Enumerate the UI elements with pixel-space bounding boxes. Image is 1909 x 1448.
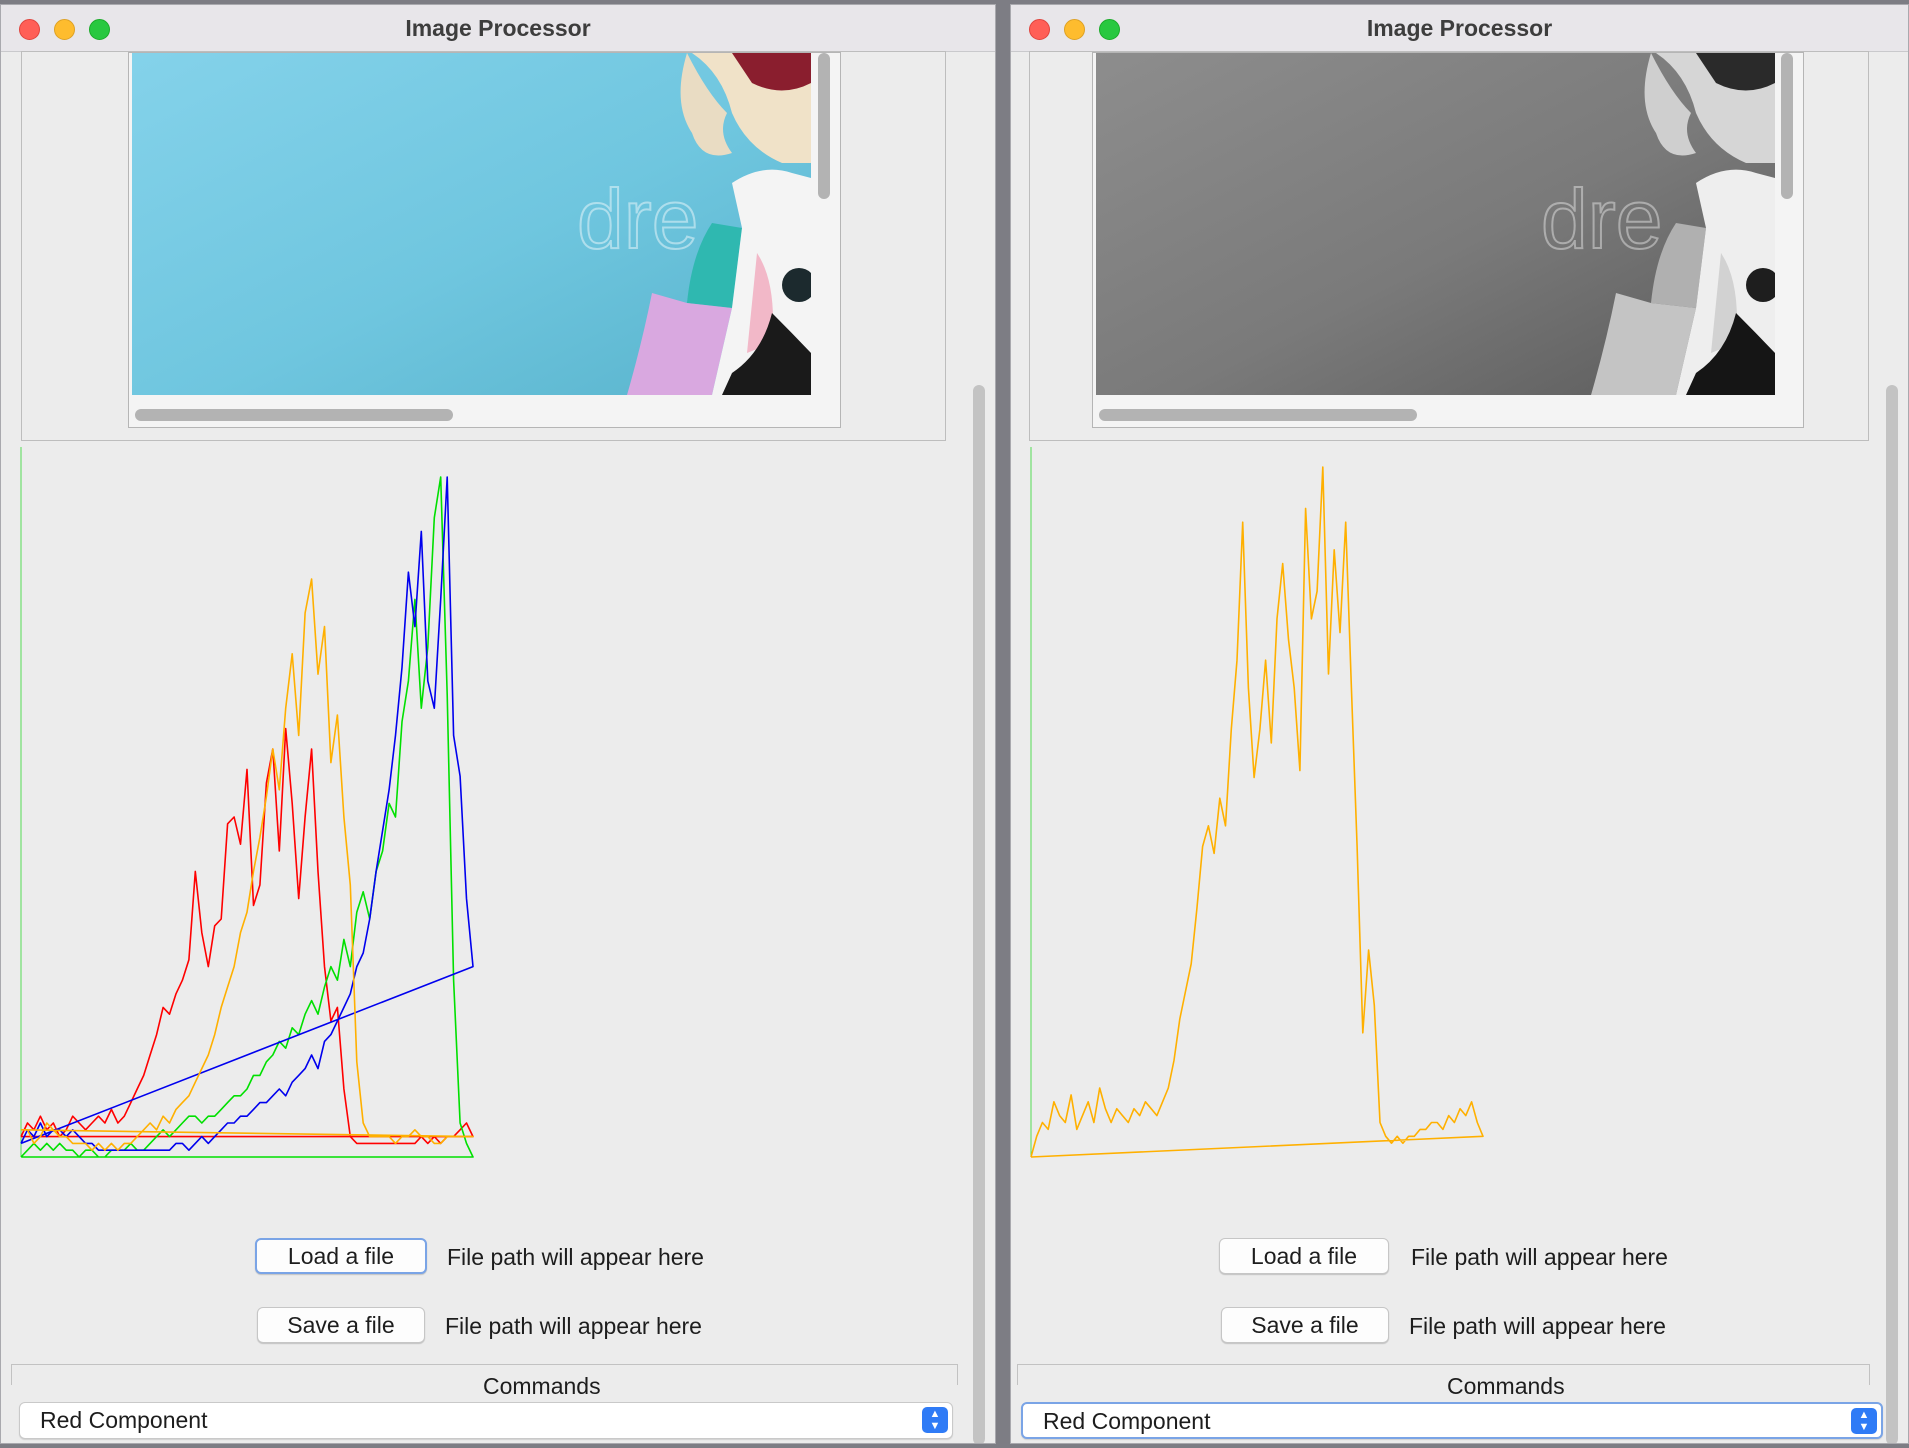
command-select-value: Red Component [1043,1408,1211,1434]
title-bar: Image Processor [1011,5,1908,52]
image-horizontal-scrollbar[interactable] [135,409,453,421]
commands-label: Commands [483,1373,601,1399]
load-file-button[interactable]: Load a file [255,1238,427,1274]
panel-divider [11,1364,957,1365]
image-processor-window-left: Image Processor dre [0,4,996,1444]
image-horizontal-scrollbar[interactable] [1099,409,1417,421]
select-arrows-icon: ▲ ▼ [922,1407,948,1433]
image-vertical-scrollbar[interactable] [818,53,830,199]
svg-text:dre: dre [1541,172,1662,266]
save-file-button[interactable]: Save a file [1221,1307,1389,1343]
histogram-series-2 [20,476,474,1152]
commands-label: Commands [1447,1373,1565,1399]
histogram-chart [1030,447,1484,1158]
close-window-button[interactable] [1029,19,1050,40]
select-arrows-icon: ▲ ▼ [1851,1408,1877,1434]
panel-divider-right [1869,1364,1870,1385]
window-vertical-scrollbar[interactable] [973,385,985,1443]
loaded-image-grayscale: dre [1096,53,1775,395]
save-file-path-label: File path will appear here [1409,1313,1666,1339]
histogram-series-0 [20,727,474,1145]
image-processor-window-right: Image Processor dre [1010,4,1909,1444]
window-title: Image Processor [1366,15,1553,41]
save-file-path-label: File path will appear here [445,1313,702,1339]
panel-divider-left [11,1364,12,1385]
zoom-window-button[interactable] [1099,19,1120,40]
histogram-chart [20,447,474,1158]
load-file-path-label: File path will appear here [447,1244,704,1270]
loaded-image-color: dre [132,53,811,395]
close-window-button[interactable] [19,19,40,40]
command-select-value: Red Component [40,1407,208,1433]
minimize-window-button[interactable] [54,19,75,40]
window-vertical-scrollbar[interactable] [1886,385,1898,1443]
command-select[interactable]: Red Component ▲ ▼ [1021,1402,1883,1439]
histogram-series-1 [20,476,474,1158]
image-panel: dre [21,51,946,441]
load-file-button[interactable]: Load a file [1219,1238,1389,1274]
minimize-window-button[interactable] [1064,19,1085,40]
panel-divider [1017,1364,1869,1365]
image-vertical-scrollbar[interactable] [1781,53,1793,199]
panel-divider-left [1017,1364,1018,1385]
panel-divider-right [957,1364,958,1385]
window-title: Image Processor [405,15,591,41]
histogram-series-0 [1030,466,1484,1158]
image-panel: dre [1029,51,1869,441]
image-scroll-pane[interactable]: dre [1092,52,1804,428]
histogram-series-3 [20,578,474,1152]
load-file-path-label: File path will appear here [1411,1244,1668,1270]
title-bar: Image Processor [1,5,995,52]
command-select[interactable]: Red Component ▲ ▼ [19,1402,953,1439]
zoom-window-button[interactable] [89,19,110,40]
save-file-button[interactable]: Save a file [257,1307,425,1343]
image-scroll-pane[interactable]: dre [128,52,841,428]
svg-text:dre: dre [577,172,698,266]
